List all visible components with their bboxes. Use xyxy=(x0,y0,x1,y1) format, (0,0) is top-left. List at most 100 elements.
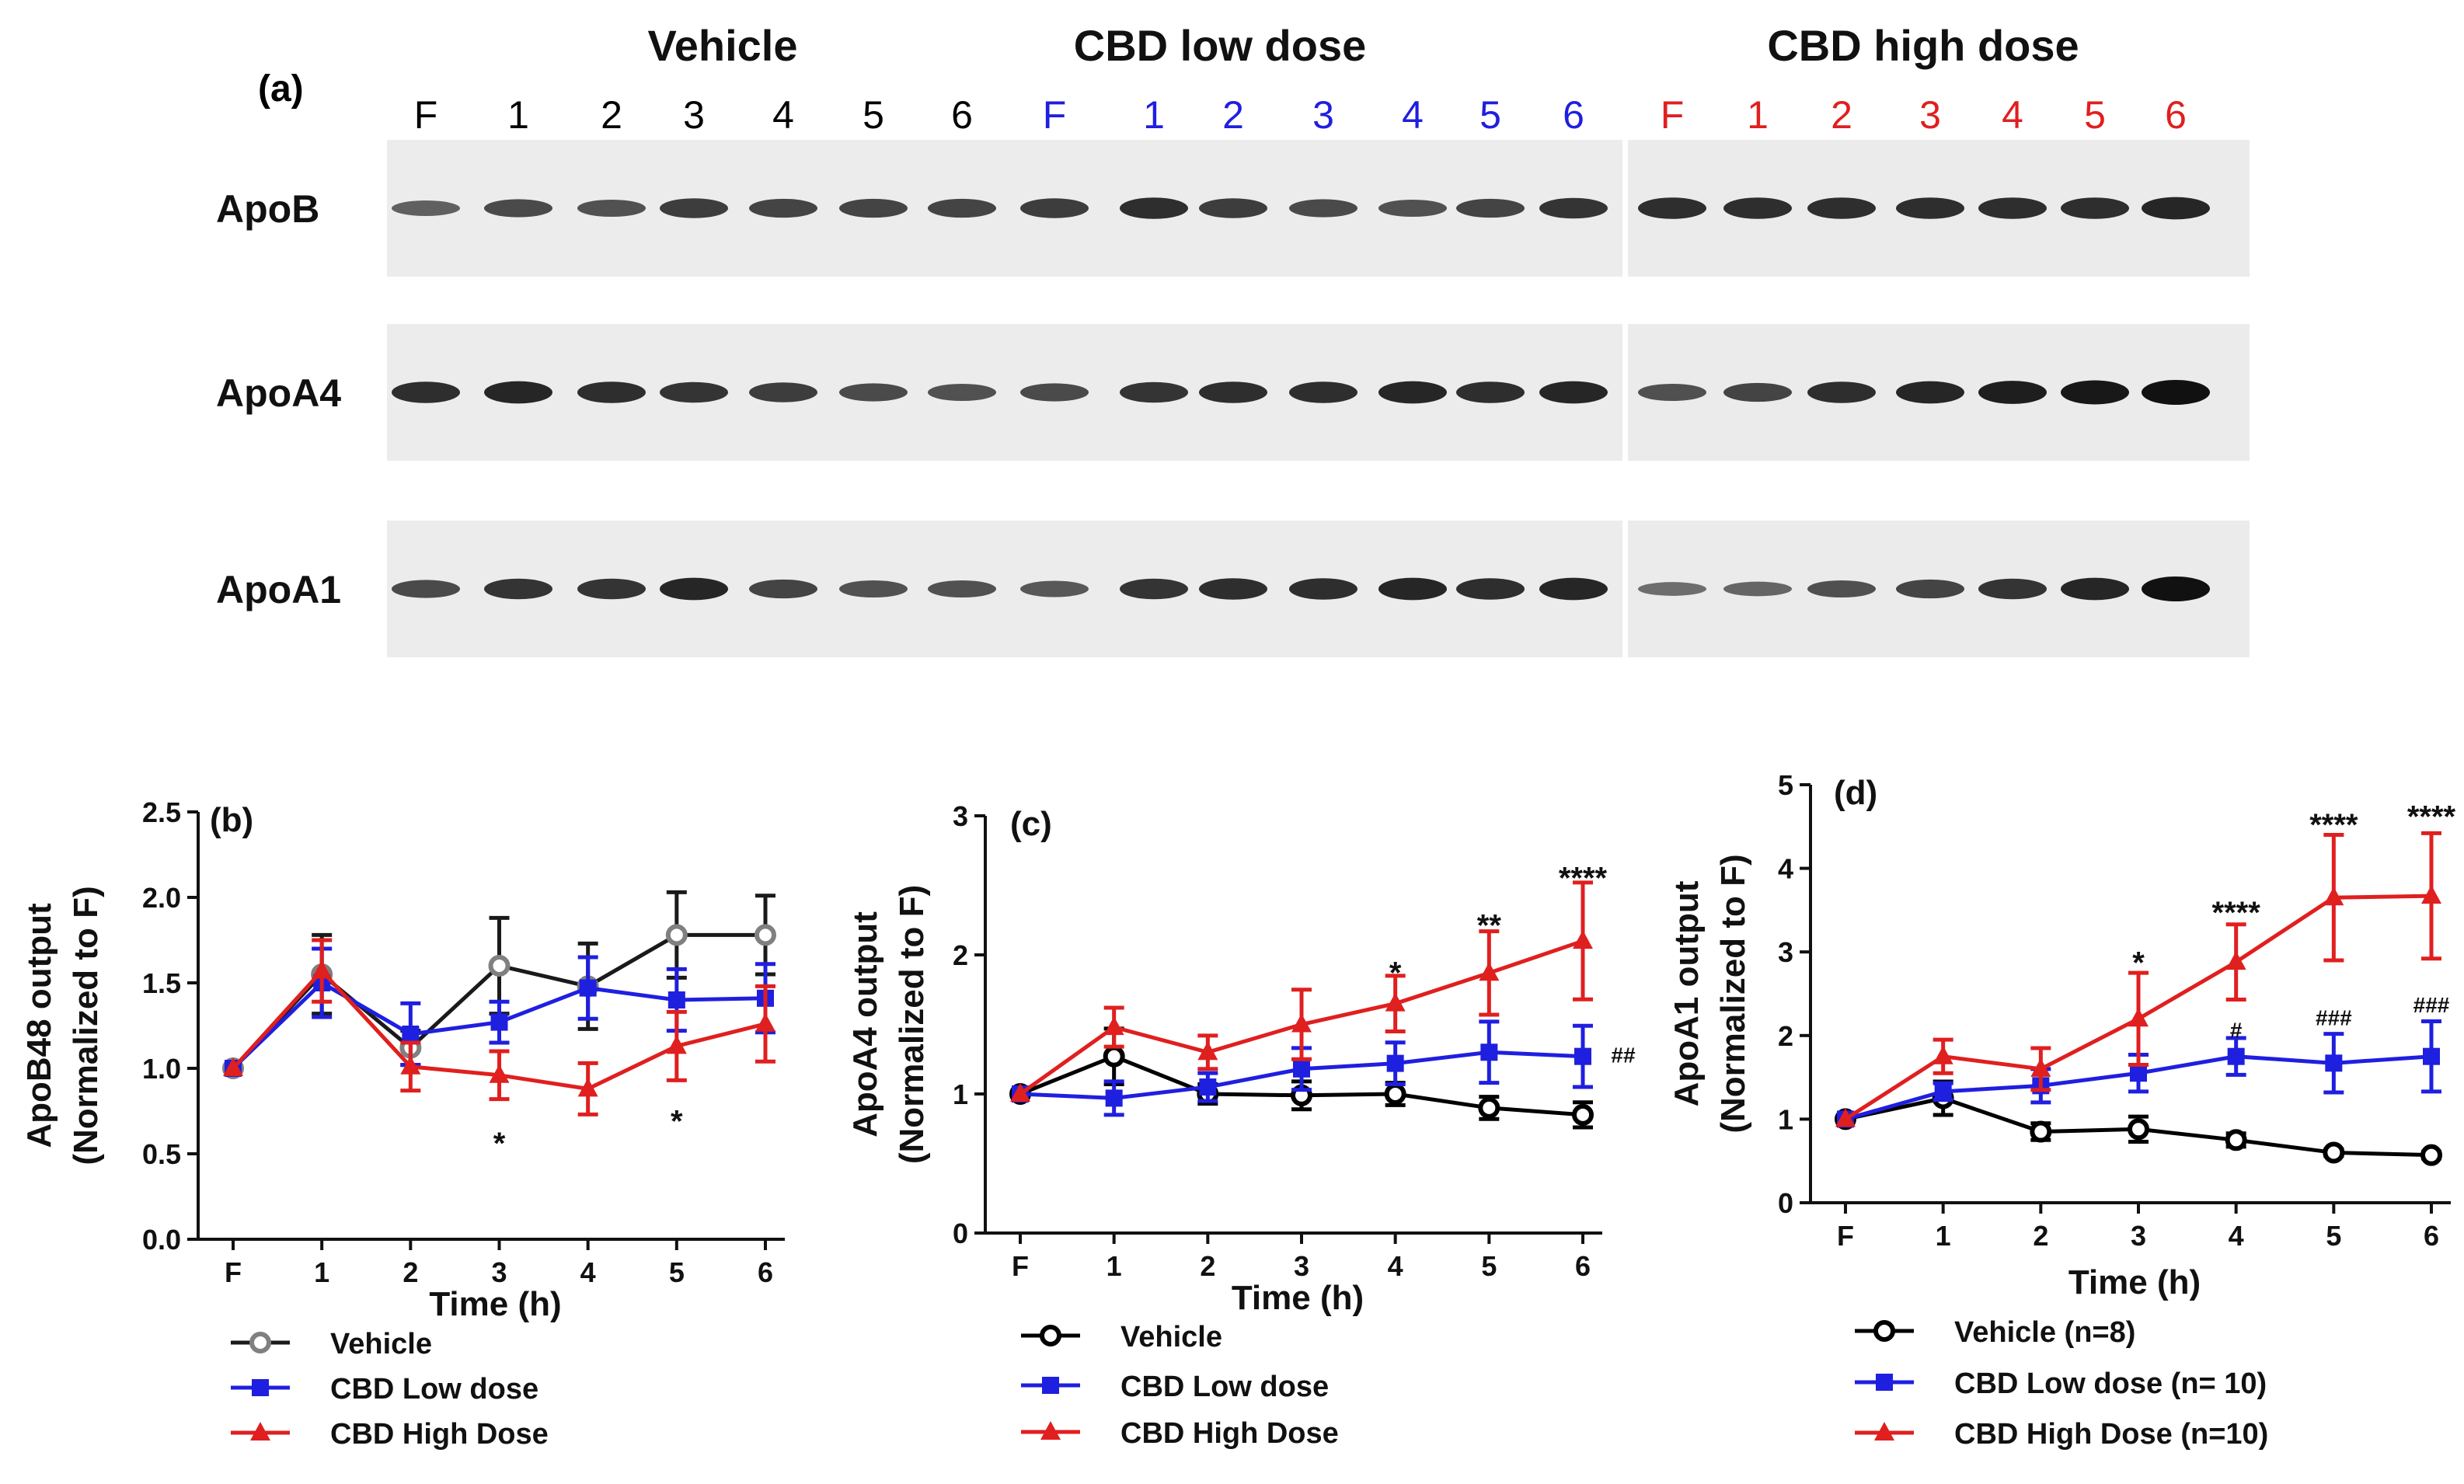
blot-band xyxy=(839,198,908,218)
legend-item-vehicle: Vehicle xyxy=(231,1328,432,1360)
blot-band xyxy=(1539,577,1608,601)
marker-square xyxy=(1042,1377,1059,1394)
legend-label: CBD Low dose (n= 10) xyxy=(1954,1367,2267,1400)
blot-band xyxy=(928,198,996,218)
blot-band xyxy=(660,381,728,403)
blot-band xyxy=(1199,198,1267,218)
y-tick-label: 2.0 xyxy=(142,882,181,914)
blot-lane-label-cbd-low-dose-2: 2 xyxy=(1222,93,1244,137)
blot-band xyxy=(749,579,817,599)
blot-lane-label-vehicle-2: 2 xyxy=(601,93,622,137)
blot-lane-label-cbd-low-dose-5: 5 xyxy=(1479,93,1501,137)
series-cbd-high-dose-n-10 xyxy=(1835,831,2441,1127)
panel-a-label: (a) xyxy=(258,68,304,110)
marker-triangle xyxy=(1835,1108,1856,1127)
blot-band xyxy=(1807,580,1876,598)
significance-annotation: * xyxy=(493,1127,506,1161)
marker-triangle xyxy=(1479,962,1500,981)
blot-lane-label-vehicle-4: 4 xyxy=(772,93,794,137)
blot-lane-label-cbd-low-dose-1: 1 xyxy=(1143,93,1165,137)
marker-circle xyxy=(2128,1118,2149,1141)
x-tick-label: 2 xyxy=(2033,1220,2048,1252)
marker-triangle xyxy=(1933,1045,1953,1064)
blot-label-apoa4: ApoA4 xyxy=(216,371,341,415)
legend-label: CBD Low dose xyxy=(330,1373,538,1406)
marker-triangle xyxy=(2128,1008,2149,1027)
blot-band xyxy=(2142,577,2210,601)
marker-triangle xyxy=(2030,1057,2051,1077)
legend-item-cbd-low-dose: CBD Low dose xyxy=(1021,1371,1329,1403)
blot-band xyxy=(660,577,728,601)
blot-row-apoa1: ApoA1 xyxy=(216,521,2250,657)
x-axis-title: Time (h) xyxy=(429,1285,561,1323)
marker-square xyxy=(2325,1054,2343,1072)
marker-square xyxy=(2130,1064,2147,1082)
marker-triangle xyxy=(223,1057,243,1076)
blot-band xyxy=(392,200,460,216)
blot-band xyxy=(2061,577,2129,601)
y-axis-title-line1: ApoB48 output xyxy=(20,903,58,1148)
blot-band xyxy=(2061,197,2129,219)
significance-annotation: **** xyxy=(1559,862,1608,896)
blot-band xyxy=(928,383,996,402)
blot-band xyxy=(484,199,552,218)
blot-label-apoa1: ApoA1 xyxy=(216,568,341,611)
significance-annotation: ### xyxy=(2413,993,2450,1017)
blot-band xyxy=(2142,197,2210,220)
marker-square xyxy=(1199,1078,1217,1096)
y-tick-label: 0.5 xyxy=(142,1138,181,1170)
marker-square xyxy=(1480,1043,1498,1061)
marker-triangle xyxy=(1040,1421,1061,1440)
legend: Vehicle CBD Low dose CBD High Dose xyxy=(231,1328,549,1451)
axes: 0 1 2 3 4 5 F 1 2 3 4 5 6 xyxy=(1778,769,2451,1252)
blot-band xyxy=(392,580,460,598)
x-tick-label: 6 xyxy=(2424,1220,2439,1252)
marker-triangle xyxy=(577,1078,598,1097)
legend-label: CBD High Dose xyxy=(1120,1417,1339,1450)
blot-band xyxy=(484,578,552,600)
marker-circle xyxy=(755,924,776,946)
blot-band xyxy=(1539,197,1608,219)
blot-row-apoa4: ApoA4 xyxy=(216,324,2250,461)
marker-triangle xyxy=(1291,1013,1312,1033)
blot-lane-label-vehicle-f: F xyxy=(414,93,438,137)
marker-triangle xyxy=(312,960,333,979)
blot-lane-label-cbd-high-dose-2: 2 xyxy=(1831,93,1852,137)
blot-band xyxy=(1120,197,1188,219)
marker-triangle xyxy=(489,1064,510,1083)
marker-circle xyxy=(249,1332,271,1353)
blot-band xyxy=(1723,382,1792,402)
marker-circle xyxy=(1040,1325,1061,1346)
marker-square xyxy=(2227,1047,2245,1065)
blot-band xyxy=(1199,381,1267,403)
y-tick-label: 3 xyxy=(953,800,968,832)
marker-circle xyxy=(488,955,511,977)
panel-label-c: (c) xyxy=(1010,805,1052,843)
blot-lane-label-cbd-high-dose-3: 3 xyxy=(1919,93,1941,137)
x-tick-label: F xyxy=(225,1256,242,1288)
marker-triangle xyxy=(666,1035,687,1054)
x-tick-label: 3 xyxy=(2131,1220,2146,1252)
chart-panel-c: (c) 0 1 2 3 F 1 2 3 4 5 6 Time (h) ApoA4 output (Norma… xyxy=(846,800,1636,1450)
series-cbd-high-dose xyxy=(1010,880,1593,1102)
y-tick-label: 4 xyxy=(1778,853,1793,885)
blot-band xyxy=(1978,578,2047,600)
legend-item-cbd-high-dose: CBD High Dose xyxy=(1021,1417,1339,1450)
chart-panel-d: (d) 0 1 2 3 4 5 F 1 2 3 4 5 6 Time (h) ApoA1 output (Nor… xyxy=(1668,769,2456,1451)
x-tick-label: 4 xyxy=(2229,1220,2244,1252)
x-tick-label: 5 xyxy=(2326,1220,2341,1252)
axes: 0 1 2 3 F 1 2 3 4 5 6 xyxy=(953,800,1602,1282)
marker-circle xyxy=(1103,1045,1125,1068)
significance-annotation: # xyxy=(2230,1018,2243,1042)
x-tick-label: F xyxy=(1837,1220,1854,1252)
blot-band xyxy=(1896,381,1964,404)
marker-triangle xyxy=(1874,1422,1894,1440)
blot-band xyxy=(1289,381,1357,403)
blot-band xyxy=(1289,199,1357,218)
marker-square xyxy=(1574,1047,1591,1065)
x-tick-label: 5 xyxy=(1481,1250,1497,1282)
x-tick-label: 6 xyxy=(758,1256,773,1288)
x-tick-label: 4 xyxy=(580,1256,596,1288)
series-cbd-high-dose xyxy=(223,938,775,1116)
